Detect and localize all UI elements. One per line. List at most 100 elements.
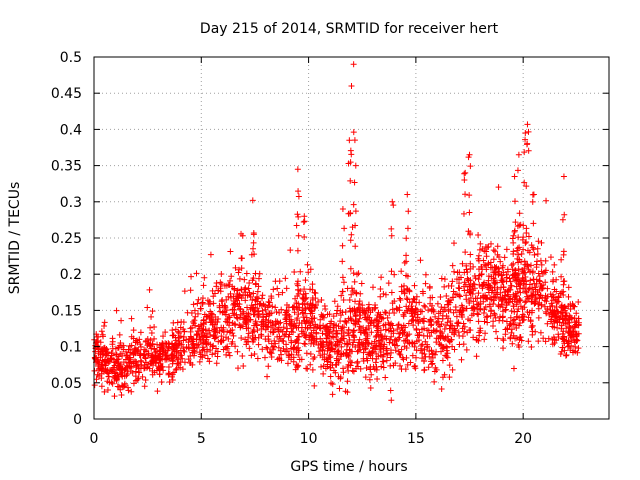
data-point — [413, 326, 420, 333]
data-point — [348, 82, 355, 89]
data-point — [226, 352, 233, 359]
data-point — [293, 222, 300, 229]
data-point — [331, 348, 338, 355]
data-point — [133, 364, 140, 371]
data-point — [187, 359, 194, 366]
data-point — [251, 328, 258, 335]
data-point — [532, 286, 539, 293]
data-point — [211, 335, 218, 342]
data-point — [378, 274, 385, 281]
data-point — [446, 362, 453, 369]
data-point — [169, 377, 176, 384]
data-point — [308, 329, 315, 336]
data-point — [389, 340, 396, 347]
data-point — [207, 308, 214, 315]
data-point — [311, 354, 318, 361]
data-point — [525, 233, 532, 240]
data-point — [459, 304, 466, 311]
data-point — [381, 341, 388, 348]
data-point — [260, 323, 267, 330]
data-point — [157, 347, 164, 354]
data-point — [535, 238, 542, 245]
data-point — [142, 347, 149, 354]
data-point — [438, 304, 445, 311]
data-point — [421, 302, 428, 309]
data-point — [346, 347, 353, 354]
data-point — [157, 355, 164, 362]
data-point — [180, 333, 187, 340]
data-point — [477, 305, 484, 312]
data-point — [294, 247, 301, 254]
data-point — [223, 307, 230, 314]
data-point — [201, 274, 208, 281]
data-point — [159, 351, 166, 358]
data-point — [118, 317, 125, 324]
data-point — [356, 315, 363, 322]
data-point — [527, 262, 534, 269]
data-point — [497, 258, 504, 265]
data-point — [555, 298, 562, 305]
data-point — [190, 345, 197, 352]
data-point — [562, 312, 569, 319]
data-point — [227, 277, 234, 284]
data-point — [525, 286, 532, 293]
data-point — [148, 330, 155, 337]
data-point — [291, 268, 298, 275]
data-point — [522, 299, 529, 306]
data-point — [218, 333, 225, 340]
data-point — [452, 303, 459, 310]
data-point — [406, 331, 413, 338]
data-point — [246, 345, 253, 352]
data-point — [516, 296, 523, 303]
data-point — [483, 266, 490, 273]
data-point — [187, 336, 194, 343]
y-tick-label: 0.15 — [51, 303, 82, 319]
data-point — [573, 310, 580, 317]
data-point — [475, 290, 482, 297]
data-point — [415, 320, 422, 327]
data-point — [203, 348, 210, 355]
data-point — [417, 257, 424, 264]
data-point — [212, 319, 219, 326]
data-point — [292, 322, 299, 329]
data-point — [504, 326, 511, 333]
data-point — [299, 301, 306, 308]
data-point — [220, 329, 227, 336]
data-point — [280, 338, 287, 345]
data-point — [274, 318, 281, 325]
data-point — [275, 328, 282, 335]
data-point — [276, 333, 283, 340]
data-point — [382, 374, 389, 381]
data-point — [157, 344, 164, 351]
data-point — [338, 343, 345, 350]
data-point — [211, 325, 218, 332]
data-point — [197, 305, 204, 312]
data-point — [503, 318, 510, 325]
data-point — [430, 327, 437, 334]
data-point — [368, 340, 375, 347]
data-point — [235, 303, 242, 310]
data-point — [278, 357, 285, 364]
data-point — [207, 347, 214, 354]
data-point — [98, 328, 105, 335]
data-point — [301, 218, 308, 225]
data-point — [330, 328, 337, 335]
data-point — [425, 307, 432, 314]
data-point — [258, 318, 265, 325]
data-point — [142, 377, 149, 384]
data-point — [532, 328, 539, 335]
data-point — [558, 273, 565, 280]
data-point — [278, 306, 285, 313]
data-point — [277, 319, 284, 326]
data-point — [558, 325, 565, 332]
data-point — [482, 303, 489, 310]
data-point — [550, 277, 557, 284]
y-tick-label: 0.4 — [60, 122, 82, 138]
data-point — [549, 341, 556, 348]
data-point — [318, 363, 325, 370]
data-point — [365, 301, 372, 308]
data-point — [181, 328, 188, 335]
data-point — [417, 347, 424, 354]
data-point — [527, 277, 534, 284]
data-point — [492, 314, 499, 321]
